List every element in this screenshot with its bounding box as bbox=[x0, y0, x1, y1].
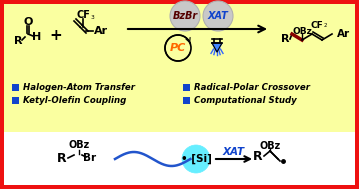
Text: CF: CF bbox=[311, 20, 323, 29]
Text: $_3$: $_3$ bbox=[90, 12, 95, 22]
Text: O: O bbox=[23, 17, 33, 27]
Text: • [Si]: • [Si] bbox=[181, 154, 211, 164]
Text: Computational Study: Computational Study bbox=[194, 96, 297, 105]
Text: OBz: OBz bbox=[259, 141, 281, 151]
Text: Radical-Polar Crossover: Radical-Polar Crossover bbox=[194, 83, 310, 92]
Text: Br: Br bbox=[83, 153, 97, 163]
Circle shape bbox=[182, 145, 210, 173]
Text: XAT: XAT bbox=[208, 11, 228, 21]
Text: Ar: Ar bbox=[94, 26, 108, 36]
Text: +: + bbox=[50, 29, 62, 43]
Text: R: R bbox=[14, 36, 23, 46]
Text: R: R bbox=[253, 150, 263, 163]
Bar bbox=[12, 97, 19, 104]
Text: XAT: XAT bbox=[223, 147, 245, 157]
Text: Ar: Ar bbox=[337, 29, 350, 39]
Bar bbox=[4, 132, 355, 185]
Text: BzBr: BzBr bbox=[172, 11, 197, 21]
Bar bbox=[12, 84, 19, 91]
Text: Halogen-Atom Transfer: Halogen-Atom Transfer bbox=[23, 83, 135, 92]
Bar bbox=[183, 97, 190, 104]
Circle shape bbox=[170, 1, 200, 31]
Text: R: R bbox=[281, 34, 289, 44]
Text: OBz: OBz bbox=[292, 26, 312, 36]
Text: OBz: OBz bbox=[68, 140, 90, 150]
Text: $_2$: $_2$ bbox=[323, 22, 328, 30]
Bar bbox=[183, 84, 190, 91]
Bar bbox=[4, 4, 355, 132]
Text: R: R bbox=[57, 153, 67, 166]
Text: H: H bbox=[32, 32, 42, 42]
Text: CF: CF bbox=[76, 10, 90, 20]
Circle shape bbox=[203, 1, 233, 31]
Text: Ketyl-Olefin Coupling: Ketyl-Olefin Coupling bbox=[23, 96, 126, 105]
Polygon shape bbox=[212, 43, 222, 52]
Text: PC: PC bbox=[170, 43, 186, 53]
